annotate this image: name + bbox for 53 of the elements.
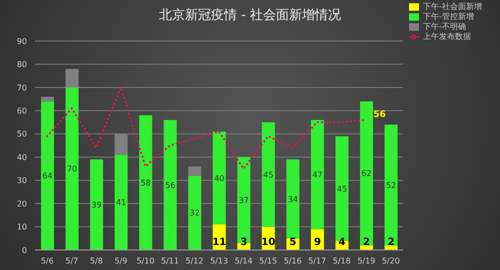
legend-label: 下午-不明确: [423, 22, 466, 32]
legend-label: 下午-管控新增: [423, 12, 474, 22]
x-tick-label: 5/12: [186, 256, 204, 266]
y-tick-label: 20: [16, 199, 27, 208]
data-label: 37: [238, 196, 249, 205]
data-label: 2: [363, 237, 370, 248]
y-tick-label: 30: [16, 176, 27, 186]
data-label: 56: [165, 180, 176, 190]
data-label: 41: [116, 198, 126, 208]
data-label: 10: [261, 237, 276, 248]
x-tick-label: 5/10: [136, 256, 154, 266]
y-tick-label: 10: [16, 222, 27, 232]
x-tick-label: 5/11: [160, 256, 179, 266]
data-label: 11: [212, 237, 226, 248]
y-tick-label: 40: [16, 152, 27, 162]
data-label: 62: [361, 169, 372, 178]
x-tick-label: 5/13: [210, 256, 228, 266]
x-tick-label: 5/15: [259, 256, 278, 266]
chart-title: 北京新冠疫情 - 社会面新增情况: [159, 8, 341, 23]
x-tick-label: 5/8: [90, 256, 103, 266]
x-tick-label: 5/16: [284, 256, 302, 266]
data-label: 34: [288, 194, 298, 204]
y-tick-label: 90: [16, 36, 27, 46]
y-tick-label: 0: [22, 246, 27, 255]
x-tick-label: 5/20: [382, 256, 400, 266]
data-label: 39: [91, 200, 102, 210]
data-label: 64: [42, 172, 53, 181]
data-label: 70: [66, 164, 78, 174]
x-tick-label: 5/6: [40, 256, 54, 266]
y-tick-label: 80: [16, 60, 27, 70]
y-tick-label: 60: [16, 106, 27, 116]
data-label: 58: [140, 178, 151, 188]
x-tick-label: 5/18: [332, 256, 351, 266]
x-tick-label: 5/19: [357, 256, 376, 266]
annotation: 56: [373, 110, 386, 120]
x-tick-label: 5/7: [65, 256, 78, 266]
data-label: 32: [190, 208, 200, 218]
y-tick-label: 70: [16, 83, 27, 92]
x-tick-label: 5/14: [234, 256, 253, 266]
x-tick-label: 5/17: [308, 256, 326, 266]
data-label: 45: [336, 184, 348, 194]
data-label: 52: [386, 180, 396, 190]
data-label: 40: [214, 174, 224, 183]
data-label: 47: [312, 170, 323, 180]
data-label: 2: [388, 237, 395, 248]
legend-label: 下午-社会面新增: [423, 2, 482, 12]
data-label: 9: [314, 237, 321, 248]
data-label: 5: [289, 237, 296, 248]
x-tick-label: 5/9: [114, 256, 128, 266]
data-label: 3: [240, 237, 248, 248]
y-tick-label: 50: [16, 130, 27, 139]
data-label: 45: [263, 170, 274, 180]
legend-label: 上午发布数据: [423, 32, 472, 42]
